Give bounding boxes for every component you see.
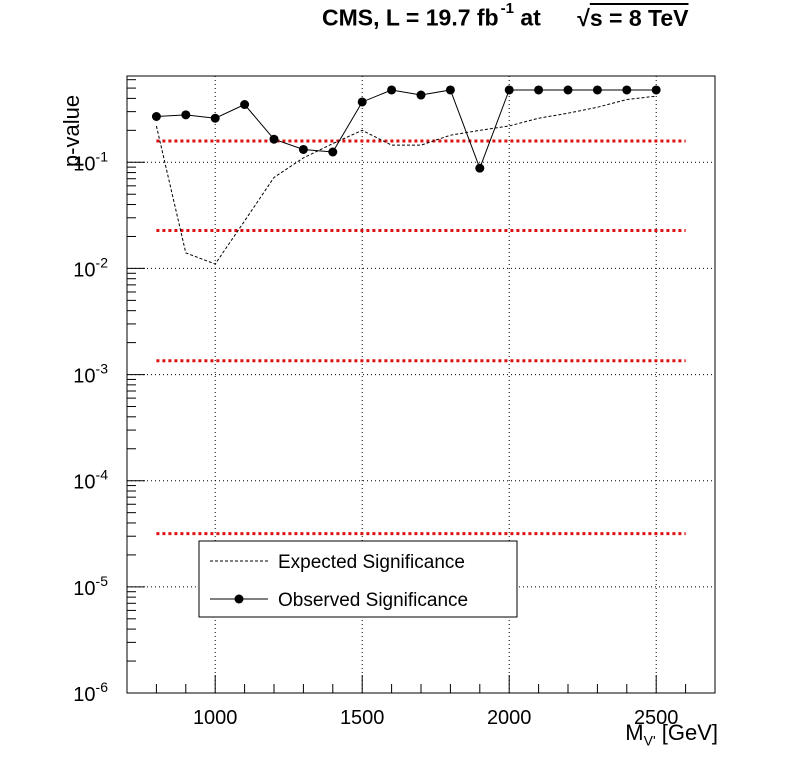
observed-data-point bbox=[328, 147, 338, 157]
x-tick-label: 1500 bbox=[340, 707, 385, 729]
legend-observed-label: Observed Significance bbox=[278, 590, 468, 611]
observed-data-point bbox=[622, 85, 632, 95]
legend-box bbox=[198, 540, 518, 618]
observed-data-point bbox=[151, 111, 161, 121]
observed-data-point bbox=[416, 90, 426, 100]
x-tick-label: 2500 bbox=[634, 707, 679, 729]
x-tick-label: 2000 bbox=[487, 707, 532, 729]
observed-data-point bbox=[298, 144, 308, 154]
observed-data-point bbox=[651, 85, 661, 95]
legend-expected-label: Expected Significance bbox=[278, 552, 465, 573]
observed-data-point bbox=[592, 85, 602, 95]
observed-data-point bbox=[563, 85, 573, 95]
chart-title: CMS, L = 19.7 fb -1 at √s = 8 TeV bbox=[322, 0, 688, 32]
y-tick-label: 10-1 bbox=[73, 148, 108, 175]
title-main: CMS, L = 19.7 fb bbox=[322, 4, 499, 31]
x-tick-label: 1000 bbox=[193, 707, 238, 729]
x-axis-label-main: M bbox=[625, 720, 644, 745]
x-axis-label-sub: V' bbox=[643, 732, 656, 749]
observed-data-point bbox=[210, 113, 220, 123]
sqrt-symbol: √ bbox=[577, 4, 590, 31]
y-tick-label: 10-5 bbox=[73, 573, 108, 600]
observed-significance-line bbox=[156, 89, 657, 170]
observed-data-point bbox=[269, 134, 279, 144]
sqrt-s: √s = 8 TeV bbox=[577, 5, 688, 31]
observed-data-point bbox=[445, 85, 455, 95]
title-energy: s = 8 TeV bbox=[589, 4, 689, 31]
legend-observed-marker bbox=[234, 594, 244, 604]
expected-significance-line bbox=[155, 95, 657, 265]
observed-data-point bbox=[387, 85, 397, 95]
observed-data-point bbox=[504, 85, 514, 95]
observed-data-point bbox=[534, 85, 544, 95]
y-tick-label: 10-4 bbox=[73, 467, 108, 494]
observed-data-point bbox=[475, 163, 485, 173]
observed-data-point bbox=[240, 100, 250, 110]
title-sup: -1 bbox=[500, 0, 514, 17]
x-axis-label: MV' [GeV] bbox=[625, 720, 718, 748]
y-tick-label: 10-2 bbox=[73, 254, 108, 281]
observed-data-point bbox=[357, 97, 367, 107]
title-at: at bbox=[520, 4, 541, 31]
x-axis-label-unit: [GeV] bbox=[661, 720, 718, 745]
y-tick-label: 10-3 bbox=[73, 361, 108, 388]
y-tick-label: 10-6 bbox=[73, 679, 108, 706]
observed-data-point bbox=[181, 110, 191, 120]
